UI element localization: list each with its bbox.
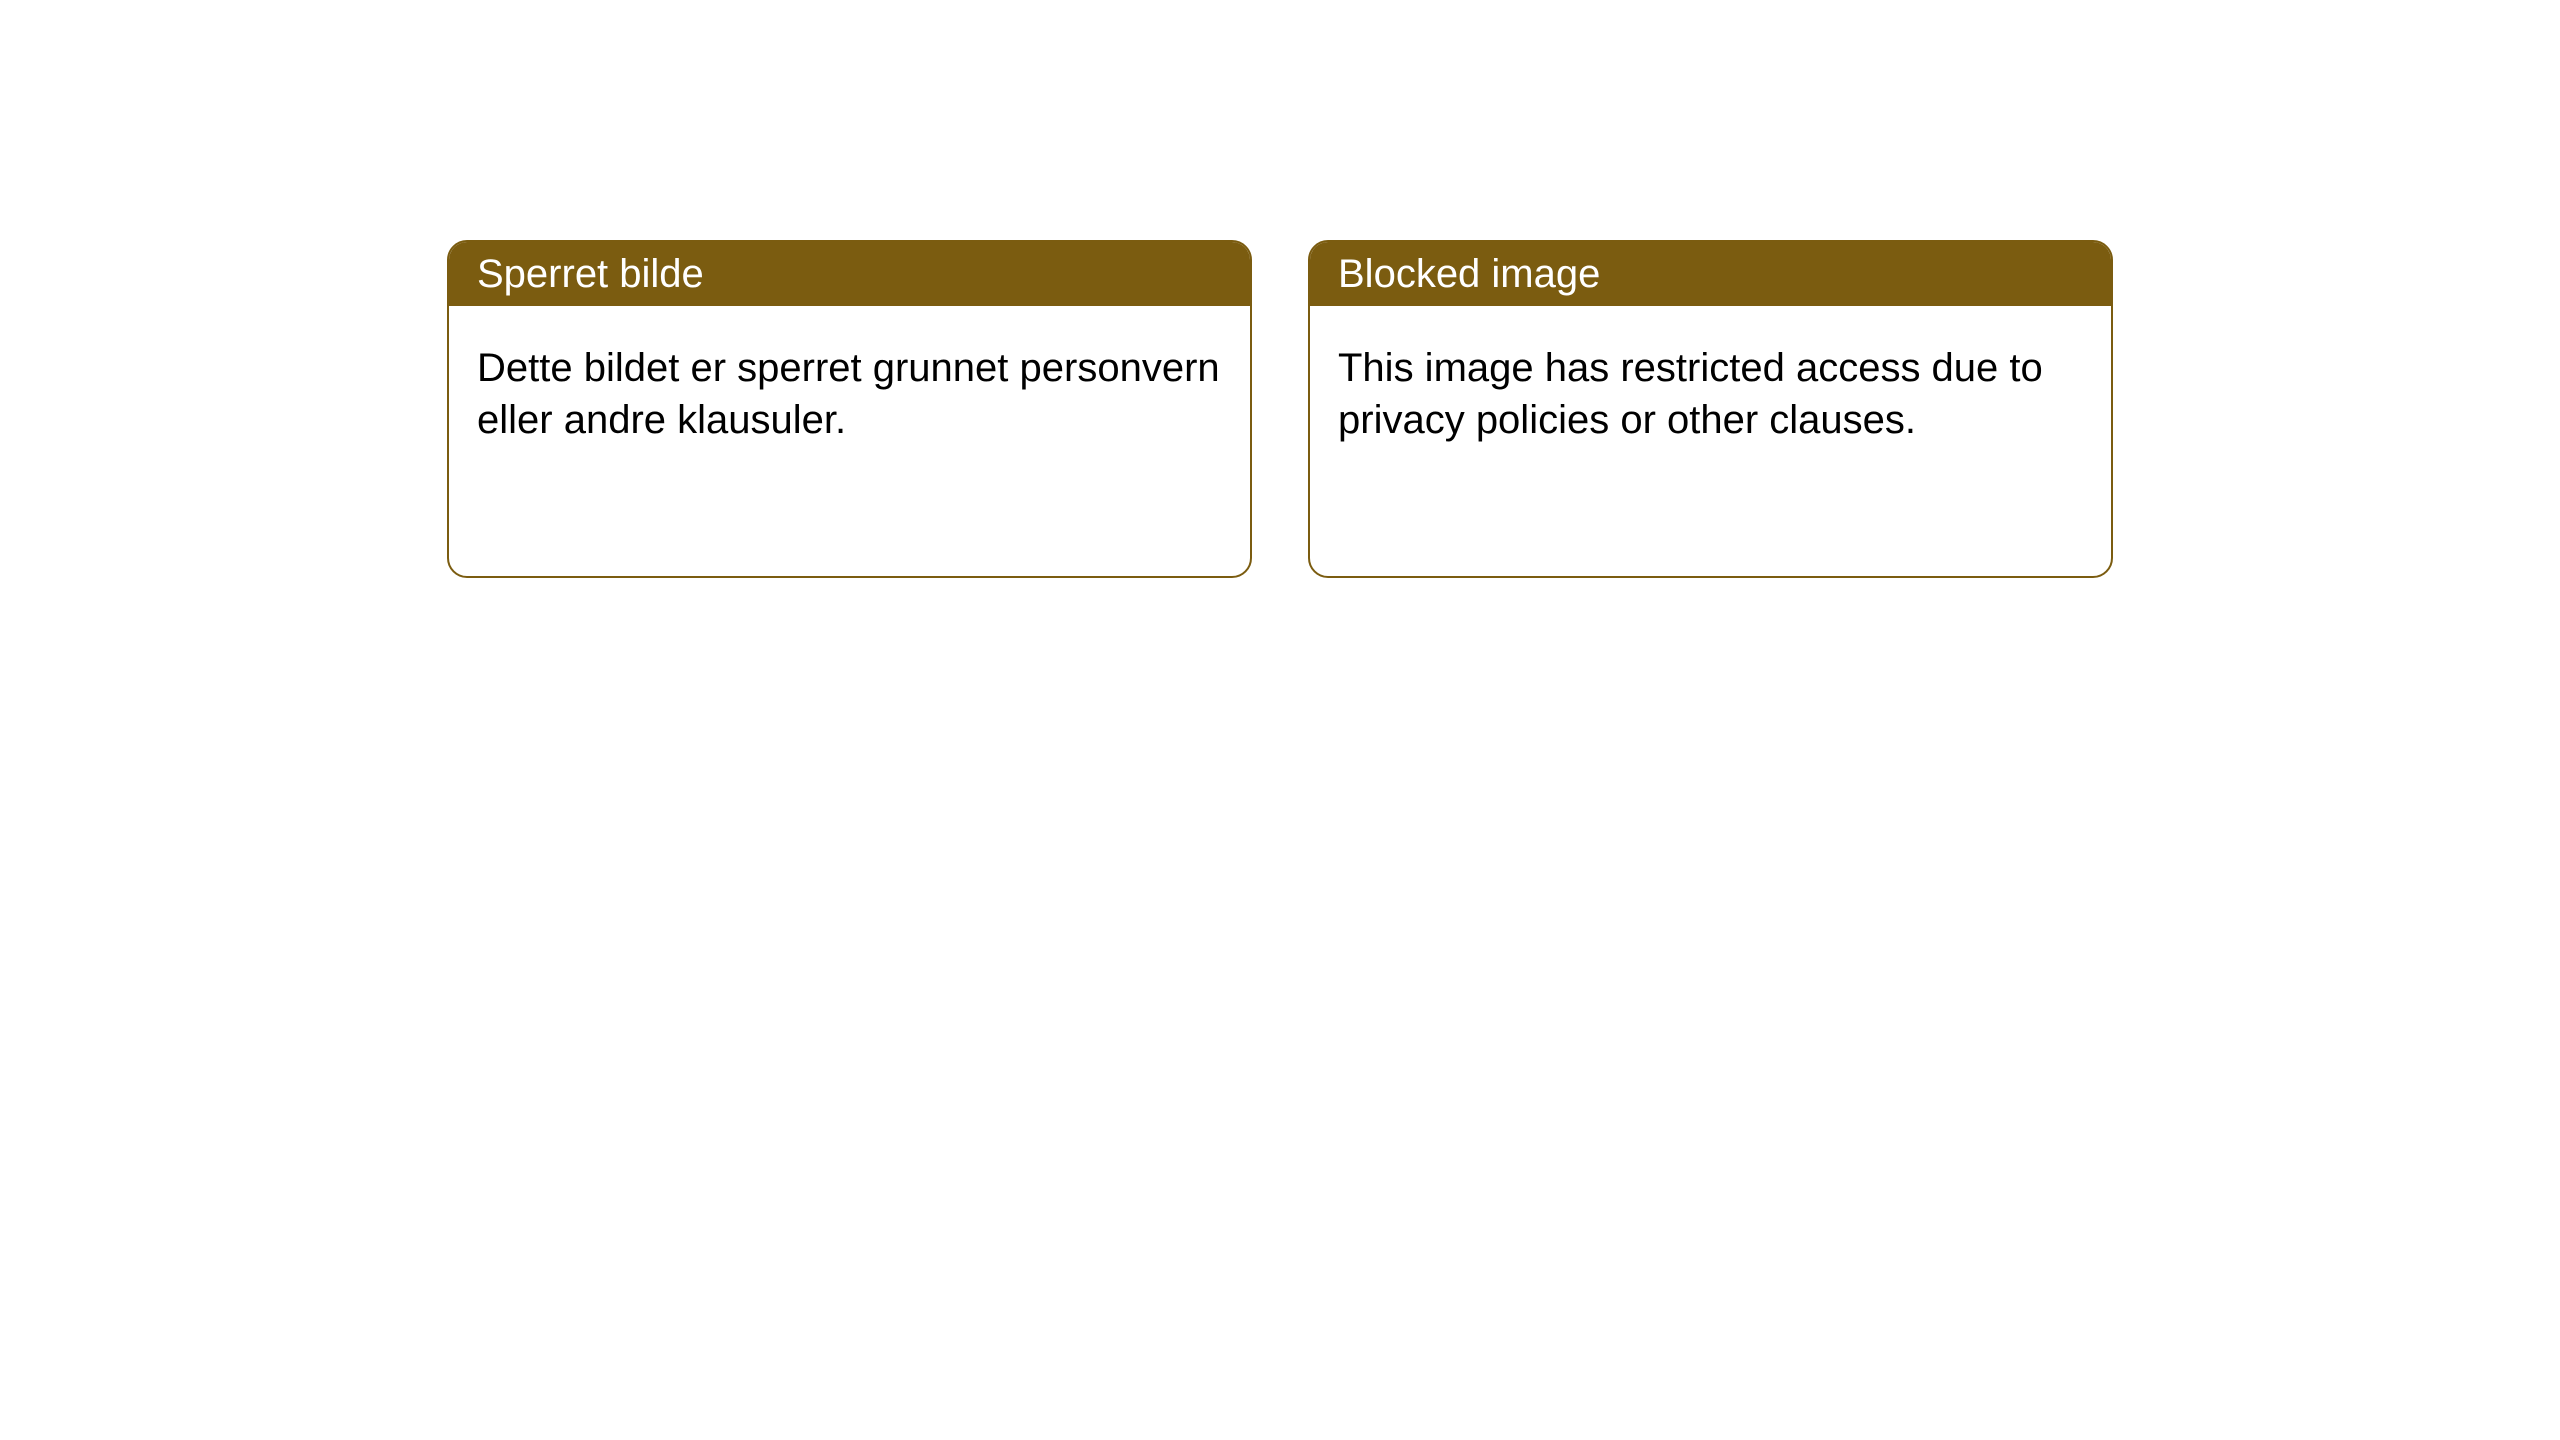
card-body-norwegian: Dette bildet er sperret grunnet personve… [449, 306, 1250, 482]
notice-container: Sperret bilde Dette bildet er sperret gr… [0, 0, 2560, 578]
blocked-image-card-norwegian: Sperret bilde Dette bildet er sperret gr… [447, 240, 1252, 578]
card-title: Sperret bilde [477, 252, 704, 296]
card-title: Blocked image [1338, 252, 1600, 296]
card-header-english: Blocked image [1310, 242, 2111, 306]
blocked-image-card-english: Blocked image This image has restricted … [1308, 240, 2113, 578]
card-text: This image has restricted access due to … [1338, 346, 2043, 442]
card-body-english: This image has restricted access due to … [1310, 306, 2111, 482]
card-header-norwegian: Sperret bilde [449, 242, 1250, 306]
card-text: Dette bildet er sperret grunnet personve… [477, 346, 1220, 442]
